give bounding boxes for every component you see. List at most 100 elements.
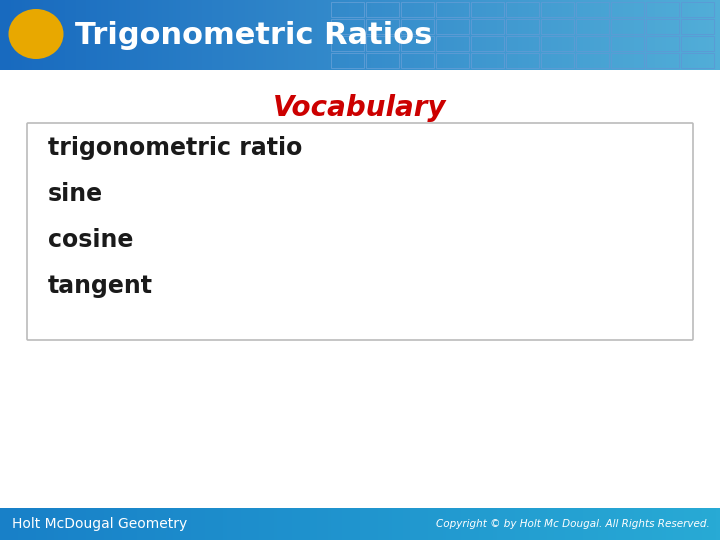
Polygon shape xyxy=(241,0,245,70)
Polygon shape xyxy=(454,508,457,540)
Text: Trigonometric Ratios: Trigonometric Ratios xyxy=(75,21,433,50)
Polygon shape xyxy=(637,0,641,70)
Polygon shape xyxy=(547,0,551,70)
Polygon shape xyxy=(648,0,652,70)
Polygon shape xyxy=(284,508,288,540)
Polygon shape xyxy=(220,508,223,540)
Polygon shape xyxy=(562,508,565,540)
Polygon shape xyxy=(76,0,79,70)
Polygon shape xyxy=(623,0,626,70)
Polygon shape xyxy=(306,0,310,70)
Polygon shape xyxy=(562,0,565,70)
Polygon shape xyxy=(709,508,713,540)
Polygon shape xyxy=(407,508,410,540)
Polygon shape xyxy=(126,0,130,70)
Polygon shape xyxy=(263,508,266,540)
Polygon shape xyxy=(590,0,594,70)
Polygon shape xyxy=(392,508,396,540)
Polygon shape xyxy=(22,0,25,70)
Polygon shape xyxy=(130,0,133,70)
Polygon shape xyxy=(533,0,536,70)
Polygon shape xyxy=(356,508,360,540)
Polygon shape xyxy=(551,508,554,540)
Polygon shape xyxy=(151,508,155,540)
Polygon shape xyxy=(0,0,4,70)
Polygon shape xyxy=(4,508,7,540)
Polygon shape xyxy=(14,0,18,70)
Polygon shape xyxy=(414,0,418,70)
Polygon shape xyxy=(443,0,446,70)
Polygon shape xyxy=(490,508,493,540)
Polygon shape xyxy=(598,0,601,70)
Polygon shape xyxy=(385,0,389,70)
Polygon shape xyxy=(310,0,313,70)
Polygon shape xyxy=(353,508,356,540)
Polygon shape xyxy=(47,0,50,70)
Polygon shape xyxy=(32,508,36,540)
Polygon shape xyxy=(4,0,7,70)
Polygon shape xyxy=(457,0,461,70)
Polygon shape xyxy=(677,508,680,540)
Polygon shape xyxy=(198,0,202,70)
Polygon shape xyxy=(684,0,688,70)
Polygon shape xyxy=(50,508,54,540)
Polygon shape xyxy=(529,0,533,70)
Polygon shape xyxy=(461,0,464,70)
Polygon shape xyxy=(313,0,317,70)
Polygon shape xyxy=(212,508,216,540)
Polygon shape xyxy=(580,0,583,70)
Polygon shape xyxy=(155,508,158,540)
Polygon shape xyxy=(432,0,436,70)
Polygon shape xyxy=(389,0,392,70)
Polygon shape xyxy=(158,508,162,540)
Polygon shape xyxy=(680,0,684,70)
Polygon shape xyxy=(580,508,583,540)
Polygon shape xyxy=(598,508,601,540)
Polygon shape xyxy=(313,508,317,540)
Polygon shape xyxy=(335,0,338,70)
Polygon shape xyxy=(61,508,65,540)
Polygon shape xyxy=(403,0,407,70)
Polygon shape xyxy=(94,0,97,70)
Polygon shape xyxy=(504,0,508,70)
Polygon shape xyxy=(130,508,133,540)
Polygon shape xyxy=(68,0,72,70)
Polygon shape xyxy=(569,508,572,540)
Polygon shape xyxy=(515,0,518,70)
Polygon shape xyxy=(626,0,630,70)
Polygon shape xyxy=(72,508,76,540)
Polygon shape xyxy=(554,508,558,540)
Polygon shape xyxy=(662,508,666,540)
Polygon shape xyxy=(324,0,328,70)
Polygon shape xyxy=(169,0,173,70)
Polygon shape xyxy=(630,0,634,70)
Polygon shape xyxy=(25,508,29,540)
Polygon shape xyxy=(328,0,331,70)
Polygon shape xyxy=(407,0,410,70)
Polygon shape xyxy=(587,0,590,70)
Polygon shape xyxy=(360,508,364,540)
Polygon shape xyxy=(392,0,396,70)
Polygon shape xyxy=(400,508,403,540)
Polygon shape xyxy=(425,508,428,540)
Polygon shape xyxy=(191,0,194,70)
Polygon shape xyxy=(234,0,238,70)
Polygon shape xyxy=(140,508,144,540)
Polygon shape xyxy=(122,0,126,70)
Polygon shape xyxy=(439,0,443,70)
Polygon shape xyxy=(371,508,374,540)
Polygon shape xyxy=(349,508,353,540)
Polygon shape xyxy=(374,0,378,70)
Polygon shape xyxy=(684,508,688,540)
Polygon shape xyxy=(349,0,353,70)
Polygon shape xyxy=(317,0,320,70)
Polygon shape xyxy=(360,0,364,70)
Polygon shape xyxy=(295,0,299,70)
Polygon shape xyxy=(241,508,245,540)
Polygon shape xyxy=(148,508,151,540)
Polygon shape xyxy=(205,508,209,540)
Polygon shape xyxy=(245,0,248,70)
Polygon shape xyxy=(619,0,623,70)
Polygon shape xyxy=(691,0,695,70)
Polygon shape xyxy=(54,508,58,540)
